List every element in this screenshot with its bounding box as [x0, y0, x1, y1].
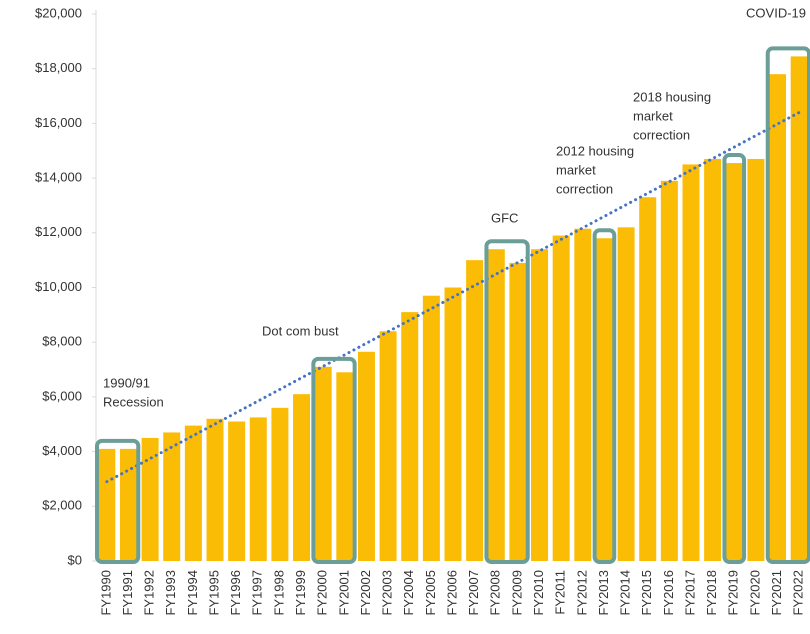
bar: [660, 180, 678, 561]
x-tick-label: FY2006: [444, 570, 459, 616]
annotation: 2018 housing: [633, 89, 711, 104]
trendline: [105, 110, 801, 484]
x-tick-label: FY1991: [120, 570, 135, 616]
highlight-box: [311, 356, 357, 564]
y-tick-label: $16,000: [35, 115, 82, 130]
x-tick-label: FY1992: [142, 570, 157, 616]
y-tick-label: $20,000: [35, 5, 82, 20]
bar: [98, 448, 116, 561]
y-tick-label: $12,000: [35, 224, 82, 239]
bar: [444, 287, 462, 561]
x-tick-label: FY2021: [769, 570, 784, 616]
bar: [184, 425, 202, 561]
x-tick-label: FY2022: [791, 570, 806, 616]
highlight-box: [484, 239, 530, 565]
bar: [487, 249, 505, 561]
bar: [293, 394, 311, 561]
annotation: market: [633, 108, 673, 123]
highlight-box: [765, 46, 810, 564]
annotation: 2012 housing: [556, 143, 634, 158]
y-tick-label: $2,000: [42, 498, 82, 513]
bar: [336, 372, 354, 561]
x-tick-label: FY2014: [618, 570, 633, 616]
x-tick-label: FY2001: [336, 570, 351, 616]
x-tick-label: FY1990: [98, 570, 113, 616]
bar: [119, 448, 137, 561]
x-tick-label: FY2003: [380, 570, 395, 616]
x-tick-label: FY1995: [206, 570, 221, 616]
highlight-box: [95, 438, 141, 564]
bar: [704, 158, 722, 561]
bar: [725, 163, 743, 561]
x-tick-label: FY2007: [466, 570, 481, 616]
x-tick-label: FY2020: [747, 570, 762, 616]
bar: [141, 437, 159, 561]
annotation: correction: [556, 181, 613, 196]
y-tick-label: $10,000: [35, 279, 82, 294]
bar: [552, 235, 570, 561]
bar: [401, 312, 419, 561]
bar: [747, 158, 765, 561]
x-tick-label: FY2009: [509, 570, 524, 616]
x-tick-label: FY1999: [293, 570, 308, 616]
x-tick-label: FY1993: [163, 570, 178, 616]
bar: [769, 74, 787, 562]
x-tick-label: FY2005: [423, 570, 438, 616]
bar: [595, 238, 613, 561]
x-tick-label: FY2018: [704, 570, 719, 616]
annotation: correction: [633, 127, 690, 142]
annotation: 1990/91: [103, 375, 150, 390]
highlight-box: [592, 228, 617, 565]
x-tick-label: FY2011: [553, 570, 568, 615]
bar: [163, 432, 181, 561]
x-tick-label: FY2019: [726, 570, 741, 616]
x-tick-label: FY2008: [488, 570, 503, 616]
bar: [466, 260, 484, 561]
bar: [379, 331, 397, 561]
bar: [790, 56, 808, 562]
x-tick-label: FY2002: [358, 570, 373, 616]
bar: [206, 418, 224, 561]
y-tick-label: $14,000: [35, 170, 82, 185]
bar: [617, 227, 635, 561]
x-tick-label: FY1997: [250, 570, 265, 616]
y-tick-label: $4,000: [42, 443, 82, 458]
y-tick-label: $0: [68, 552, 82, 567]
bar: [574, 228, 592, 561]
bar: [314, 366, 332, 561]
x-tick-label: FY2016: [661, 570, 676, 616]
x-tick-label: FY1998: [271, 570, 286, 616]
highlight-box: [722, 153, 747, 564]
y-tick-label: $8,000: [42, 334, 82, 349]
annotation: market: [556, 162, 596, 177]
x-tick-label: FY2017: [682, 570, 697, 616]
annotation: Recession: [103, 394, 164, 409]
bar: [228, 421, 246, 561]
x-tick-label: FY2010: [531, 570, 546, 616]
y-tick-label: $6,000: [42, 388, 82, 403]
x-tick-label: FY2015: [639, 570, 654, 616]
bar: [509, 262, 527, 561]
annotation: GFC: [491, 210, 518, 225]
bar: [682, 164, 700, 562]
x-tick-label: FY2013: [596, 570, 611, 616]
bar: [249, 417, 267, 561]
x-tick-label: FY2000: [315, 570, 330, 616]
bar: [422, 295, 440, 561]
bar: [639, 197, 657, 561]
x-tick-label: FY1994: [185, 570, 200, 616]
bar: [531, 249, 549, 561]
annotation: COVID-19: [746, 5, 806, 20]
bar: [271, 407, 289, 561]
y-tick-label: $18,000: [35, 60, 82, 75]
x-tick-label: FY2004: [401, 570, 416, 616]
bar: [357, 351, 375, 561]
x-tick-label: FY1996: [228, 570, 243, 616]
annotation: Dot com bust: [262, 323, 339, 338]
x-tick-label: FY2012: [574, 570, 589, 616]
